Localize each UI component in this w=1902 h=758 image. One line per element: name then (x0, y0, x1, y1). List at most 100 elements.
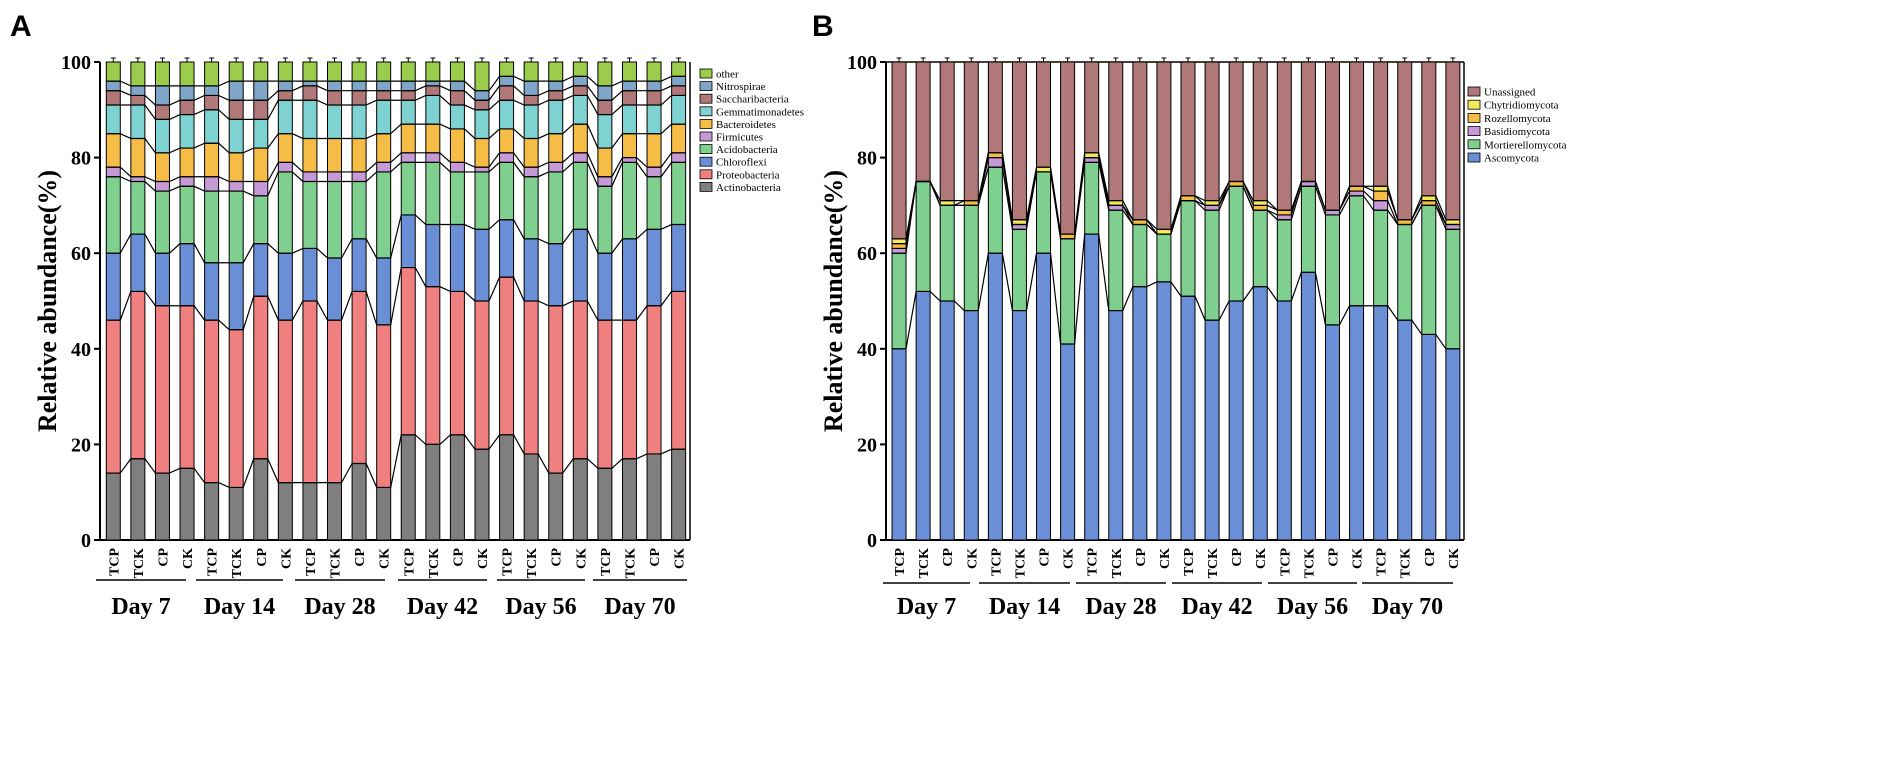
bar-segment-unassigned (1132, 61, 1148, 221)
bar-segment-saccharibacteria (474, 99, 490, 111)
bar-segment-proteobacteria (253, 295, 269, 460)
bar-segment-actinobacteria (204, 482, 220, 541)
bar-segment-chytridiomycota (1156, 228, 1172, 235)
group-label: Day 28 (304, 594, 375, 620)
bar-segment-bacteroidetes (130, 137, 146, 178)
bar-segment-chloroflexi (302, 247, 318, 302)
legend-swatch (1467, 126, 1481, 136)
x-tick-label: TCK (1302, 548, 1317, 578)
bar-segment-ascomycota (1204, 319, 1220, 541)
bar-segment-firmicutes (105, 166, 121, 178)
bar-segment-firmicutes (548, 161, 564, 173)
bar-segment-mortierellomycota (987, 166, 1003, 254)
bar-segment-acidobacteria (548, 171, 564, 245)
group-label: Day 14 (204, 594, 275, 620)
bar-segment-bacteroidetes (351, 137, 367, 173)
bar-segment-ascomycota (1228, 300, 1244, 541)
legend-label: Firmicutes (716, 132, 763, 144)
bar-segment-firmicutes (351, 171, 367, 183)
bar-segment-chytridiomycota (1445, 219, 1461, 226)
bar-segment-mortierellomycota (1373, 209, 1389, 307)
legend-swatch (1467, 152, 1481, 163)
bar-segment-firmicutes (425, 152, 441, 163)
bar-segment-basidiomycota (1108, 204, 1124, 211)
bar-segment-other (376, 61, 392, 82)
bar-segment-nitrospirae (523, 80, 539, 96)
bar-segment-gemmatimonadetes (474, 109, 490, 139)
bar-segment-mortierellomycota (1036, 171, 1052, 254)
bar-segment-acidobacteria (499, 161, 515, 221)
bar-segment-mortierellomycota (1180, 200, 1196, 297)
bar-segment-proteobacteria (179, 305, 195, 469)
bar-segment-gemmatimonadetes (400, 99, 416, 125)
bar-segment-bacteroidetes (154, 152, 170, 183)
bar-segment-mortierellomycota (963, 204, 979, 312)
bar-segment-unassigned (1011, 61, 1027, 221)
bar-segment-unassigned (891, 61, 907, 240)
bar-segment-nitrospirae (277, 80, 293, 92)
legend-swatch (1467, 113, 1481, 123)
bar-segment-proteobacteria (228, 329, 244, 488)
y-axis-label: Relative abundance(%) (33, 170, 62, 432)
legend-label: Basidiomycota (1484, 126, 1550, 138)
bar-segment-other (572, 61, 588, 77)
bar-segment-mortierellomycota (1276, 219, 1292, 302)
bar-segment-saccharibacteria (351, 90, 367, 106)
bar-segment-chytridiomycota (1252, 200, 1268, 206)
bar-segment-rozellomycota (891, 243, 907, 249)
x-tick-label: TCK (132, 548, 147, 578)
bar-segment-chloroflexi (646, 228, 662, 307)
bar-segment-actinobacteria (154, 472, 170, 541)
bar-segment-proteobacteria (154, 305, 170, 474)
bar-segment-unassigned (987, 61, 1003, 154)
bar-segment-proteobacteria (130, 290, 146, 460)
bar-segment-chloroflexi (400, 214, 416, 269)
bar-segment-other (425, 61, 441, 82)
bar-segment-proteobacteria (572, 300, 588, 460)
bar-segment-nitrospirae (646, 80, 662, 92)
bar-segment-saccharibacteria (228, 99, 244, 120)
bar-segment-unassigned (1204, 61, 1220, 202)
bar-segment-ascomycota (1156, 281, 1172, 541)
x-tick-label: TCP (402, 548, 417, 576)
bar-segment-saccharibacteria (302, 85, 318, 101)
bar-segment-acidobacteria (154, 190, 170, 254)
group-label: Day 70 (604, 594, 675, 620)
bar-segment-basidiomycota (1276, 214, 1292, 221)
bar-segment-unassigned (1060, 61, 1076, 235)
bar-segment-acidobacteria (621, 161, 637, 240)
bar-segment-firmicutes (302, 171, 318, 183)
x-tick-label: TCK (1110, 548, 1125, 578)
bar-segment-ascomycota (987, 252, 1003, 541)
bar-segment-chloroflexi (130, 233, 146, 292)
bar-segment-acidobacteria (376, 171, 392, 259)
bar-segment-bacteroidetes (499, 128, 515, 154)
bar-segment-actinobacteria (130, 458, 146, 541)
bar-segment-rozellomycota (1373, 190, 1389, 202)
x-tick-label: CK (1062, 548, 1077, 569)
bar-segment-other (474, 61, 490, 92)
bar-segment-bacteroidetes (597, 147, 613, 178)
bar-segment-ascomycota (1060, 343, 1076, 541)
bar-segment-other (253, 61, 269, 82)
bar-segment-acidobacteria (671, 161, 687, 226)
bar-segment-nitrospirae (179, 85, 195, 101)
group-label: Day 28 (1085, 594, 1156, 620)
bar-segment-acidobacteria (474, 171, 490, 230)
x-tick-label: TCP (1278, 548, 1293, 576)
bar-segment-actinobacteria (449, 434, 465, 541)
bar-segment-nitrospirae (228, 80, 244, 101)
bar-segment-chloroflexi (253, 243, 269, 297)
bar-segment-other (154, 61, 170, 87)
bar-segment-chloroflexi (671, 224, 687, 292)
bar-segment-nitrospirae (204, 85, 220, 96)
bar-segment-firmicutes (179, 176, 195, 187)
stack-connector-line (106, 266, 686, 331)
group-label: Day 14 (989, 594, 1060, 620)
bar-segment-actinobacteria (228, 486, 244, 541)
bar-segment-gemmatimonadetes (327, 104, 343, 139)
bar-segment-rozellomycota (1228, 181, 1244, 187)
chart-panel-b: B Relative abundance(%) 0 20 40 60 80 100 TCP TCK… (812, 10, 1567, 620)
bar-segment-chloroflexi (597, 252, 613, 321)
bar-segment-mortierellomycota (1156, 233, 1172, 283)
